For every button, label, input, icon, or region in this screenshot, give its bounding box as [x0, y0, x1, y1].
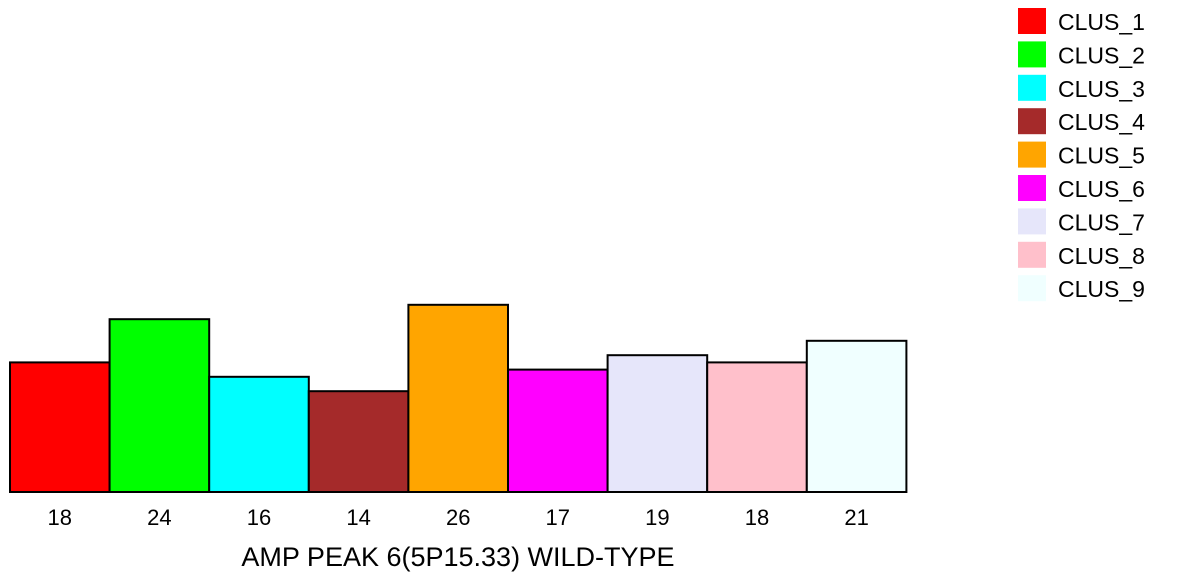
legend-swatch: [1018, 175, 1046, 201]
bar-clus-8: [706, 361, 808, 493]
bar-value-label: 19: [645, 505, 669, 530]
legend-label: CLUS_6: [1058, 176, 1145, 202]
bar-clus-4: [307, 390, 410, 494]
bars-group: [9, 303, 908, 494]
bar-value-label: 18: [48, 505, 72, 530]
x-axis-label: AMP PEAK 6(5P15.33) WILD-TYPE: [241, 542, 674, 572]
bar-value-label: 17: [546, 505, 570, 530]
legend-swatch: [1018, 8, 1046, 34]
bar-clus-3: [208, 375, 310, 493]
legend-label: CLUS_5: [1058, 143, 1145, 169]
bar-value-label: 14: [346, 505, 370, 530]
bar-clus-9: [805, 339, 908, 493]
legend-swatch: [1018, 41, 1046, 68]
legend-swatch: [1018, 208, 1046, 235]
bar-clus-5: [407, 303, 509, 493]
legend-swatch: [1018, 108, 1046, 135]
bar-value-label: 21: [844, 505, 868, 530]
legend-swatch: [1018, 275, 1046, 302]
bar-value-label: 16: [247, 505, 271, 530]
legend-label: CLUS_1: [1058, 9, 1145, 35]
bar-clus-7: [606, 354, 709, 494]
bar-clus-1: [9, 361, 111, 493]
legend-swatch: [1018, 241, 1046, 268]
legend-swatch: [1018, 141, 1046, 168]
legend-label: CLUS_2: [1058, 42, 1145, 68]
bar-value-label: 26: [446, 505, 470, 530]
bar-clus-2: [108, 318, 211, 494]
legend-label: CLUS_8: [1058, 243, 1145, 269]
legend-label: CLUS_4: [1058, 109, 1145, 135]
legend-label: CLUS_9: [1058, 276, 1145, 302]
bar-value-label: 24: [147, 505, 171, 530]
bar-clus-6: [507, 368, 609, 494]
value-labels-group: 18 24 16 14 26 17 19 18 21: [48, 505, 869, 530]
legend-label: CLUS_3: [1058, 76, 1145, 102]
bar-value-label: 18: [745, 505, 769, 530]
legend-label: CLUS_7: [1058, 209, 1145, 235]
legend: CLUS_1 CLUS_2 CLUS_3 CLUS_4 CLUS_5 CLUS_6 CLUS…: [1018, 8, 1145, 302]
legend-swatch: [1018, 74, 1046, 101]
